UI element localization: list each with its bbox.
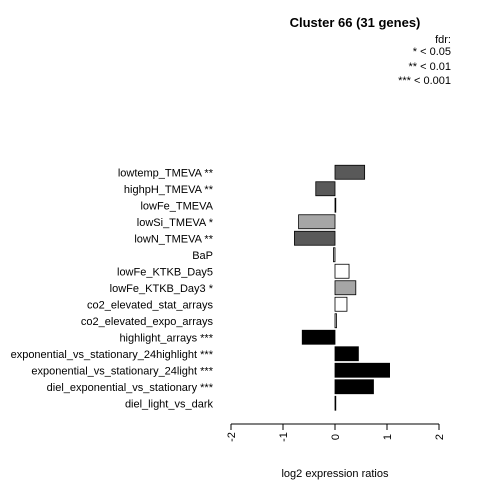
bar [334,313,337,329]
category-label: lowFe_KTKB_Day3 * [110,283,214,295]
bar [301,329,336,345]
category-label: lowN_TMEVA ** [134,233,213,245]
bar [333,247,336,263]
category-label: exponential_vs_stationary_24light *** [31,365,213,377]
x-axis: -2 -1 0 1 2 [226,423,446,442]
x-tick-label: 1 [382,434,394,440]
bar [334,395,337,411]
legend-entry: * < 0.05 [413,46,451,58]
legend-entry: ** < 0.01 [408,61,451,73]
bar [294,230,336,246]
bar [334,346,359,362]
legend-title: fdr: [435,34,451,46]
bar [334,197,337,213]
bar [334,263,350,279]
category-label: co2_elevated_stat_arrays [87,299,213,311]
category-label: highpH_TMEVA ** [124,184,214,196]
bar [315,181,336,197]
bar [334,379,374,395]
category-label: exponential_vs_stationary_24highlight **… [11,349,214,361]
category-label: lowtemp_TMEVA ** [118,167,214,179]
category-label: diel_light_vs_dark [125,398,214,410]
category-label: lowFe_KTKB_Day5 [117,266,213,278]
legend-entry: *** < 0.001 [398,75,451,87]
category-labels: lowtemp_TMEVA ** highpH_TMEVA ** lowFe_TME… [11,167,214,410]
x-tick-label: -1 [278,432,290,442]
chart-title: Cluster 66 (31 genes) [290,15,421,30]
x-tick-label: 2 [434,434,446,440]
bar [334,164,366,180]
x-axis-label: log2 expression ratios [281,468,389,480]
bar [298,214,336,230]
bar [334,296,348,312]
category-label: highlight_arrays *** [119,332,213,344]
legend: fdr: * < 0.05 ** < 0.01 *** < 0.001 [398,34,451,87]
category-label: lowSi_TMEVA * [137,217,214,229]
bars [294,164,390,411]
x-tick-label: 0 [330,434,342,440]
bar [334,280,357,296]
category-label: co2_elevated_expo_arrays [81,316,214,328]
category-label: lowFe_TMEVA [140,200,213,212]
bar [334,362,390,378]
x-tick-label: -2 [226,432,238,442]
category-label: BaP [192,250,213,262]
category-label: diel_exponential_vs_stationary *** [47,382,214,394]
